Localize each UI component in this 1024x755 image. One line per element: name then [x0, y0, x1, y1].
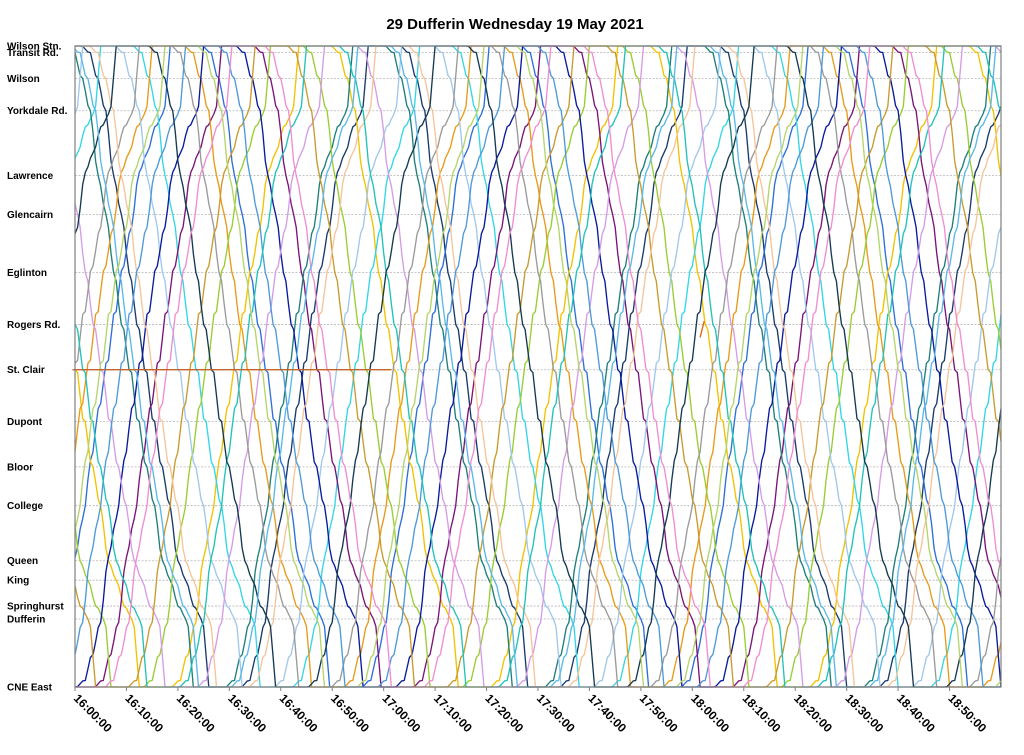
- x-tick-label: 17:20:00: [482, 691, 526, 735]
- vehicle-trace-16: [74, 45, 1002, 688]
- vehicle-trace-19: [74, 45, 1001, 688]
- partial-trace-2: [699, 321, 705, 338]
- vehicle-trace-14: [75, 45, 1002, 688]
- stop-label: Transit Rd.: [7, 48, 59, 59]
- stop-label: CNE East: [7, 683, 53, 694]
- stop-label: Yorkdale Rd.: [7, 106, 68, 117]
- stop-labels: Wilson Stn.Transit Rd. Wilson Yorkdale Rd.…: [7, 42, 68, 694]
- vehicle-trace-20: [74, 45, 1002, 688]
- vehicle-trace-18: [75, 45, 1002, 688]
- vehicle-traces: [74, 45, 1002, 688]
- stop-label: Eglinton: [7, 268, 47, 279]
- x-tick-label: 18:10:00: [740, 691, 784, 735]
- x-tick-label: 16:30:00: [225, 691, 269, 735]
- stop-label: St. Clair: [7, 365, 45, 376]
- x-tick-label: 17:00:00: [380, 691, 424, 735]
- x-tick-label: 18:40:00: [894, 691, 938, 735]
- stop-label: Rogers Rd.: [7, 320, 61, 331]
- x-tick-label: 18:30:00: [843, 691, 887, 735]
- vehicle-trace-10: [74, 45, 1002, 688]
- vehicle-trace-15: [74, 45, 1001, 688]
- x-tick-label: 17:40:00: [585, 691, 629, 735]
- stop-label: Queen: [7, 556, 38, 567]
- x-tick-label: 16:20:00: [174, 691, 218, 735]
- x-tick-label: 16:10:00: [122, 691, 166, 735]
- x-axis-ticks: 16:00:00 16:10:00 16:20:00 16:30:00 16:40:00…: [71, 687, 990, 735]
- stop-label: Springhurst: [7, 602, 64, 613]
- x-tick-label: 16:50:00: [328, 691, 372, 735]
- vehicle-trace-17: [74, 45, 1002, 688]
- stop-label: Dufferin: [7, 615, 45, 626]
- vehicle-trace-13: [74, 45, 1002, 688]
- stop-label: Wilson: [7, 74, 40, 85]
- vehicle-trace-8: [74, 45, 1002, 688]
- plot-frame: [74, 45, 1002, 688]
- x-tick-label: 18:20:00: [791, 691, 835, 735]
- stop-label: College: [7, 501, 44, 512]
- stop-label: King: [7, 576, 29, 587]
- x-tick-label: 18:00:00: [688, 691, 732, 735]
- vehicle-trace-3: [74, 45, 1002, 688]
- chart-title: 29 Dufferin Wednesday 19 May 2021: [386, 16, 643, 33]
- vehicle-trace-6: [74, 45, 1001, 688]
- stop-label: Wilson Stn.: [7, 42, 62, 53]
- stop-label: Lawrence: [7, 171, 54, 182]
- x-tick-label: 16:40:00: [277, 691, 321, 735]
- vehicle-trace-1: [75, 45, 1002, 688]
- vehicle-trace-4: [74, 45, 1002, 688]
- vehicle-trace-7: [74, 45, 1002, 688]
- stop-label: Dupont: [7, 417, 43, 428]
- x-tick-label: 16:00:00: [71, 691, 115, 735]
- vehicle-trace-5: [75, 45, 1002, 688]
- x-tick-label: 17:10:00: [431, 691, 475, 735]
- partial-traces: [72, 321, 705, 371]
- vehicle-trace-11: [74, 45, 1002, 688]
- stop-label: Glencairn: [7, 210, 53, 221]
- stop-label: Bloor: [7, 462, 33, 473]
- vehicle-trace-9: [74, 45, 1002, 688]
- x-tick-label: 18:50:00: [945, 691, 989, 735]
- x-tick-label: 17:30:00: [534, 691, 578, 735]
- vehicle-trace-12: [74, 45, 1002, 688]
- vehicle-trace-2: [74, 45, 1002, 688]
- x-tick-label: 17:50:00: [637, 691, 681, 735]
